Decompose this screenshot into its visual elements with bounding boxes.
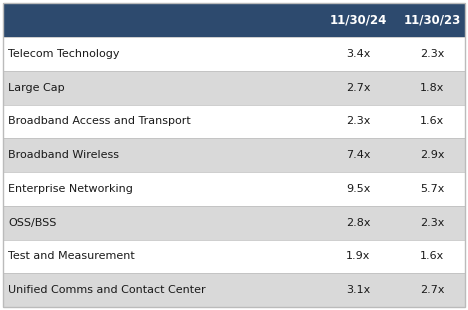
Bar <box>3 71 465 104</box>
Text: 1.6x: 1.6x <box>420 251 444 261</box>
Text: 7.4x: 7.4x <box>346 150 370 160</box>
Text: 2.7x: 2.7x <box>420 285 444 295</box>
Text: 5.7x: 5.7x <box>420 184 444 194</box>
Bar <box>3 273 465 307</box>
Bar <box>3 3 465 37</box>
Text: Broadband Access and Transport: Broadband Access and Transport <box>8 116 191 126</box>
Text: 11/30/24: 11/30/24 <box>329 14 387 26</box>
Bar <box>3 37 465 71</box>
Text: 1.9x: 1.9x <box>346 251 370 261</box>
Text: 2.8x: 2.8x <box>346 218 370 228</box>
Text: 2.7x: 2.7x <box>346 83 370 93</box>
Bar <box>3 138 465 172</box>
Text: OSS/BSS: OSS/BSS <box>8 218 56 228</box>
Text: 3.1x: 3.1x <box>346 285 370 295</box>
Text: Broadband Wireless: Broadband Wireless <box>8 150 119 160</box>
Text: 11/30/23: 11/30/23 <box>403 14 461 26</box>
Text: 3.4x: 3.4x <box>346 49 370 59</box>
Text: 2.9x: 2.9x <box>420 150 444 160</box>
Text: Unified Comms and Contact Center: Unified Comms and Contact Center <box>8 285 205 295</box>
Text: 2.3x: 2.3x <box>420 218 444 228</box>
Text: 1.8x: 1.8x <box>420 83 444 93</box>
Text: Enterprise Networking: Enterprise Networking <box>8 184 133 194</box>
Bar <box>3 206 465 240</box>
Text: 2.3x: 2.3x <box>420 49 444 59</box>
Text: 2.3x: 2.3x <box>346 116 370 126</box>
Text: 1.6x: 1.6x <box>420 116 444 126</box>
Text: Telecom Technology: Telecom Technology <box>8 49 119 59</box>
Text: Test and Measurement: Test and Measurement <box>8 251 135 261</box>
Text: Large Cap: Large Cap <box>8 83 65 93</box>
Bar <box>3 240 465 273</box>
Bar <box>3 172 465 206</box>
Text: 9.5x: 9.5x <box>346 184 370 194</box>
Bar <box>3 104 465 138</box>
